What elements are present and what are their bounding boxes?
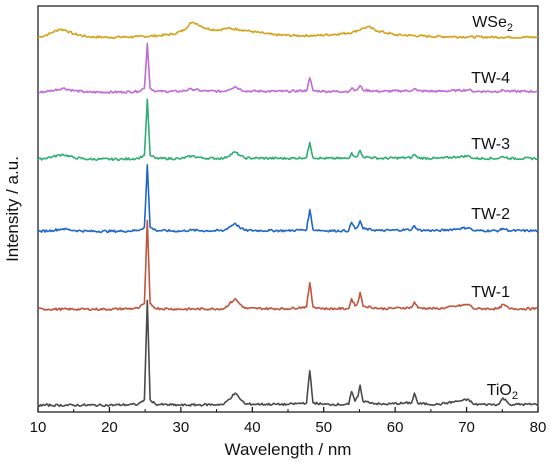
series-labels: WSe2 TW-4 TW-3 TW-2 TW-1 TiO2: [471, 14, 518, 402]
x-axis-title: Wavelength / nm: [225, 440, 352, 459]
series-label-tw-4: TW-4: [471, 70, 510, 87]
x-tick-label-50: 50: [315, 419, 332, 436]
series-line-wse2: [37, 21, 539, 40]
x-tick-label-30: 30: [173, 419, 190, 436]
x-tick-label-70: 70: [458, 419, 475, 436]
x-tick-label-40: 40: [244, 419, 261, 436]
series-line-tw-1: [37, 219, 539, 312]
series-label-tw-3: TW-3: [471, 136, 510, 153]
series-label-tio2: TiO2: [487, 382, 518, 402]
x-axis-ticks: 10 20 30 40 50 60 70 80: [30, 407, 547, 436]
x-tick-label-80: 80: [530, 419, 547, 436]
plot-area-frame: [37, 5, 539, 413]
series-label-tw-1: TW-1: [471, 284, 510, 301]
series-line-tio2: [37, 299, 539, 408]
series-line-tw-4: [38, 42, 538, 94]
y-axis-title: Intensity / a.u.: [3, 156, 22, 262]
x-tick-label-60: 60: [387, 419, 404, 436]
series-label-tw-2: TW-2: [471, 206, 510, 223]
x-tick-label-20: 20: [101, 419, 118, 436]
series-line-tw-2: [37, 164, 539, 234]
series-label-wse2: WSe2: [472, 14, 513, 34]
series-layer: [37, 21, 539, 408]
x-tick-label-10: 10: [30, 419, 47, 436]
series-line-tw-3: [37, 98, 539, 162]
